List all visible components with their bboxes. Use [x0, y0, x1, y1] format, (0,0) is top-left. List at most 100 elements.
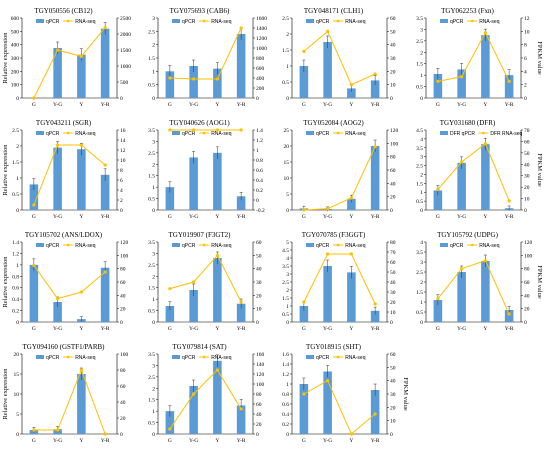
left-tick-label: 5: [16, 412, 19, 418]
rnaseq-line: [303, 253, 376, 305]
panel-title: TGY075693 (CAB6): [170, 7, 230, 15]
rnaseq-line: [437, 260, 510, 315]
legend-bar-swatch: [306, 19, 314, 23]
right-tick-label: 20: [524, 185, 530, 191]
qpcr-bar: [457, 69, 466, 98]
right-tick-label: 0: [524, 320, 527, 326]
left-tick-label: 1.4: [282, 362, 289, 368]
rnaseq-point: [56, 143, 60, 147]
right-tick-label: 0: [524, 208, 527, 214]
right-tick-label: 0: [120, 320, 123, 326]
rnaseq-point: [302, 208, 306, 212]
qpcr-bar: [299, 384, 309, 434]
panel-title: TGY050556 (CB12): [34, 7, 93, 15]
legend-line-label: RNA-seq: [211, 355, 232, 361]
right-tick-label: 20: [120, 307, 126, 313]
left-tick-label: 2: [420, 280, 423, 286]
rnaseq-point: [32, 203, 36, 207]
rnaseq-point: [460, 75, 464, 79]
left-tick-label: 0.5: [416, 199, 423, 205]
right-tick-label: 40: [256, 267, 262, 273]
rnaseq-line: [169, 369, 242, 430]
right-tick-label: 4: [524, 69, 527, 75]
left-tick-label: 2: [152, 162, 155, 168]
left-tick-label: 2: [286, 32, 289, 38]
rnaseq-point: [302, 300, 306, 304]
right-tick-label: 10: [524, 197, 530, 203]
chart-panel-7: TGY052084 (AOG2) qPCR RNA-seq 0 5 10 15 20 25 0 20…: [284, 119, 399, 220]
right-tick-label: 800: [256, 56, 265, 62]
right-tick-label: 100: [120, 352, 129, 358]
rnaseq-point: [239, 300, 243, 304]
left-tick-label: 1: [286, 64, 289, 70]
legend-line-marker: [336, 355, 340, 359]
left-tick-label: 0.8: [282, 392, 289, 398]
category-label: Y-R: [371, 326, 380, 332]
legend-line-marker: [336, 131, 340, 135]
left-tick-label: 2: [286, 288, 289, 294]
right-tick-label: 0: [256, 198, 259, 204]
qpcr-bar: [189, 157, 198, 210]
right-tick-label: 30: [390, 56, 396, 62]
category-label: Y-R: [101, 214, 110, 220]
legend-line-marker: [202, 131, 206, 135]
qpcr-bar: [323, 42, 332, 98]
qpcr-bar: [236, 405, 246, 434]
chart-panel-5: TGY043211 (SGR) qPCR RNA-seq 0 0.5 1 1.5 2 2.5 0 2…: [2, 119, 126, 220]
right-tick-label: 8: [120, 168, 123, 174]
left-tick-label: 0.4: [282, 412, 289, 418]
right-tick-label: 2500: [120, 16, 131, 22]
qpcr-bar: [504, 310, 514, 322]
category-label: Y-G: [189, 438, 198, 444]
legend-bar-label: qPCR: [182, 243, 196, 249]
legend-line-marker: [336, 243, 340, 247]
panel-title: TGY052084 (AOG2): [303, 119, 364, 127]
category-label: Y: [215, 438, 219, 444]
category-label: Y-R: [101, 438, 110, 444]
left-axis-title: Relative expression: [2, 368, 9, 420]
panel-title: TGY105792 (UDPG): [437, 231, 499, 239]
left-tick-label: 0.5: [416, 85, 423, 91]
rnaseq-point: [302, 49, 306, 53]
rnaseq-point: [79, 143, 83, 147]
left-tick-label: 1: [286, 382, 289, 388]
right-tick-label: 30: [524, 174, 530, 180]
legend-line-label: RNA-seq: [211, 243, 232, 249]
qpcr-bar: [213, 258, 222, 322]
qpcr-bar: [53, 48, 62, 98]
left-tick-label: 1: [16, 176, 19, 182]
right-tick-label: -0.2: [256, 208, 265, 214]
legend-line-marker: [202, 243, 206, 247]
left-tick-label: 2: [420, 172, 423, 178]
left-tick-label: 2: [152, 43, 155, 49]
left-tick-label: 3.5: [148, 240, 155, 246]
left-tick-label: 4: [286, 256, 289, 262]
qpcr-bar: [433, 74, 443, 98]
rnaseq-point: [192, 280, 196, 284]
rnaseq-point: [56, 428, 60, 432]
rnaseq-point: [349, 83, 353, 87]
rnaseq-point: [32, 96, 36, 100]
category-label: Y-G: [323, 438, 332, 444]
category-label: Y-G: [323, 102, 332, 108]
left-tick-label: 2.5: [148, 29, 155, 35]
rnaseq-point: [32, 428, 36, 432]
left-tick-label: 1: [286, 304, 289, 310]
left-tick-label: 1.2: [12, 251, 19, 257]
rnaseq-line: [303, 379, 376, 435]
left-tick-label: 2: [420, 50, 423, 56]
left-tick-label: 0.4: [12, 297, 19, 303]
chart-panel-6: TGY040626 (AOG1) qPCR RNA-seq 0 0.5 1 1.5 2 2.5 3…: [148, 119, 265, 220]
right-tick-label: 20: [120, 416, 126, 422]
legend-line-label: RNA-seq: [211, 131, 232, 137]
right-tick-label: 60: [390, 260, 396, 266]
panel-title: TGY048171 (CLH1): [304, 7, 364, 15]
left-tick-label: 2: [16, 144, 19, 150]
category-label: Y: [79, 326, 83, 332]
right-tick-label: 1.4: [256, 128, 263, 134]
qpcr-bar: [165, 71, 175, 98]
legend-line-marker: [66, 131, 70, 135]
qpcr-bar: [481, 35, 490, 98]
legend-bar-swatch: [172, 355, 180, 359]
left-tick-label: 3: [420, 27, 423, 33]
